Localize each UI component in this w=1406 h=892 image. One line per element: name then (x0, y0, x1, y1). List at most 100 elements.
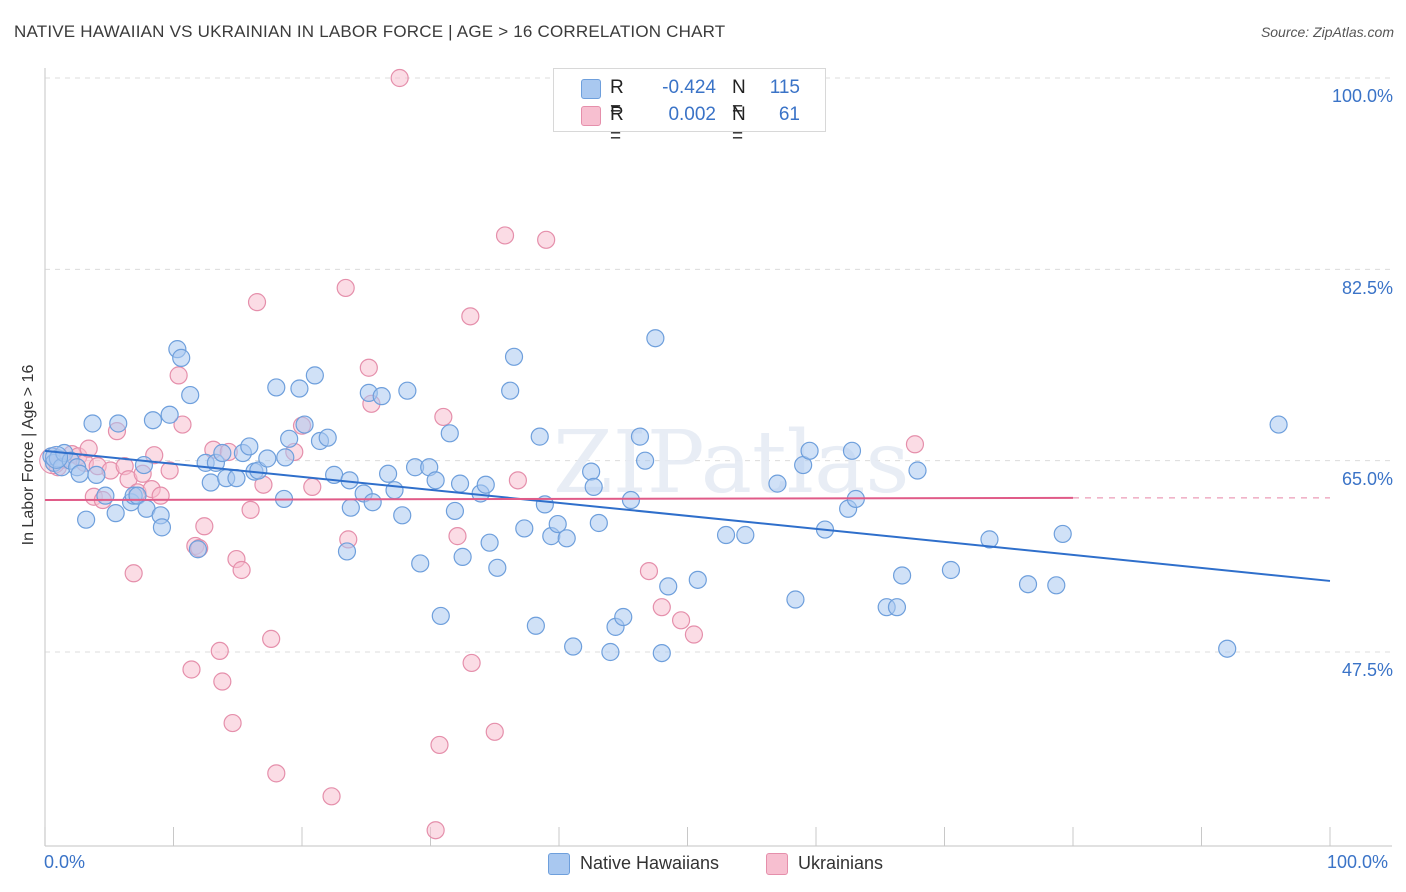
y-tick-label-100: 100.0% (1331, 86, 1393, 106)
native-hawaiian-point (480, 533, 499, 552)
ukrainian-point (639, 561, 659, 581)
native-hawaiian-point (630, 427, 650, 446)
x-tick-label-min: 0.0% (44, 852, 86, 872)
y-tick-label-82-5: 82.5% (1341, 278, 1393, 298)
ukrainian-point (359, 358, 378, 377)
native-hawaiians-trend-line (44, 449, 1331, 582)
native-hawaiian-point (143, 411, 163, 430)
native-hawaiian-point (305, 366, 324, 385)
native-hawaiian-point (621, 490, 641, 510)
ukrainian-point (684, 625, 704, 644)
ukrainian-point (390, 68, 409, 88)
native-hawaiian-point (601, 642, 620, 662)
native-hawaiian-point (800, 441, 819, 460)
ukrainian-point (495, 226, 515, 245)
source-label: Source: ZipAtlas.com (1260, 24, 1394, 40)
native-hawaiian-point (887, 598, 907, 617)
native-hawaiian-point (1269, 415, 1288, 434)
ukrainians-trend-line (44, 496, 1074, 502)
native-hawaiian-point (584, 477, 603, 497)
correlation-legend: R = -0.424 N = 115 R = 0.002 N = 61 (553, 68, 826, 147)
native-hawaiian-point (426, 471, 445, 490)
ukrainian-point (485, 722, 504, 741)
native-hawaiian-point (393, 506, 412, 525)
ukrainian-point (448, 527, 467, 546)
native-hawaiian-point (515, 519, 534, 538)
native-hawaiian-point (134, 455, 154, 475)
native-hawaiian-point (290, 379, 309, 398)
native-hawaiian-point (337, 542, 357, 561)
native-hawaiian-point (1053, 524, 1072, 544)
ukrainian-point (232, 560, 251, 580)
native-hawaiian-point (431, 606, 450, 626)
ukrainian-point (210, 641, 229, 661)
native-hawaiian-point (440, 424, 459, 443)
ukrainian-point (508, 471, 527, 490)
bottom-legend-label: Ukrainians (798, 853, 884, 873)
native-hawaiian-point (213, 443, 232, 463)
native-hawaiian-point (582, 462, 601, 481)
native-hawaiian-point (450, 474, 470, 493)
ukrainian-point (79, 439, 98, 458)
native-hawaiian-point (77, 510, 96, 529)
native-hawaiian-point (258, 449, 277, 468)
native-hawaiian-point (276, 448, 295, 467)
native-hawaiian-point (453, 547, 472, 566)
ukrainian-point (905, 435, 925, 454)
ukrainian-point (151, 486, 170, 505)
native-hawaiian-point (1018, 575, 1038, 594)
native-hawaiian-point (980, 530, 999, 549)
native-hawaiian-point (160, 405, 179, 424)
native-hawaiian-point (589, 513, 608, 533)
native-hawaiian-point (445, 501, 465, 521)
x-tick-label-max: 100.0% (1327, 852, 1389, 872)
native-hawaiian-point (842, 441, 862, 460)
ukrainian-point (671, 611, 691, 630)
native-hawaiian-point (659, 577, 678, 596)
native-hawaiians-points (42, 329, 1288, 663)
legend-swatch-blue (581, 79, 601, 99)
native-hawaiian-point (106, 504, 125, 523)
legend-n-value: 61 (778, 104, 800, 125)
native-hawaiian-point (786, 590, 805, 609)
native-hawaiian-point (398, 381, 417, 400)
native-hawaiian-point (688, 570, 707, 589)
native-hawaiian-point (363, 493, 382, 512)
ukrainian-point (182, 660, 201, 679)
ukrainian-point (213, 672, 232, 691)
native-hawaiian-point (1218, 639, 1237, 658)
native-hawaiian-point (476, 475, 495, 494)
ukrainian-point (430, 735, 449, 755)
native-hawaiian-point (908, 461, 927, 480)
native-hawaiian-point (548, 514, 567, 534)
native-hawaiian-point (372, 387, 391, 406)
native-hawaiian-point (181, 385, 200, 405)
legend-swatch-pink (581, 106, 601, 126)
native-hawaiian-point (768, 474, 787, 493)
ukrainian-point (426, 821, 445, 840)
native-hawaiian-point (152, 518, 172, 537)
native-hawaiian-point (109, 414, 128, 433)
native-hawaiian-point (941, 560, 961, 580)
ukrainian-point (262, 629, 281, 648)
legend-n-value: 115 (769, 77, 800, 98)
ukrainian-point (537, 230, 556, 249)
native-hawaiian-point (83, 414, 102, 433)
native-hawaiian-point (652, 643, 671, 663)
chart-title: NATIVE HAWAIIAN VS UKRAINIAN IN LABOR FO… (14, 22, 726, 41)
native-hawaiian-point (249, 461, 268, 480)
native-hawaiian-point (504, 347, 524, 366)
ukrainian-point (247, 293, 267, 312)
legend-r-value: 0.002 (668, 104, 716, 125)
native-hawaiian-point (240, 437, 259, 456)
native-hawaiian-point (526, 616, 545, 635)
native-hawaiian-point (280, 429, 299, 448)
legend-n-label: N = (732, 77, 746, 120)
ukrainian-point (124, 564, 143, 583)
ukrainian-point (267, 764, 286, 783)
ukrainian-point (223, 713, 242, 733)
legend-r-label: R = (610, 104, 624, 147)
native-hawaiian-point (172, 348, 191, 367)
ukrainian-point (434, 407, 453, 427)
